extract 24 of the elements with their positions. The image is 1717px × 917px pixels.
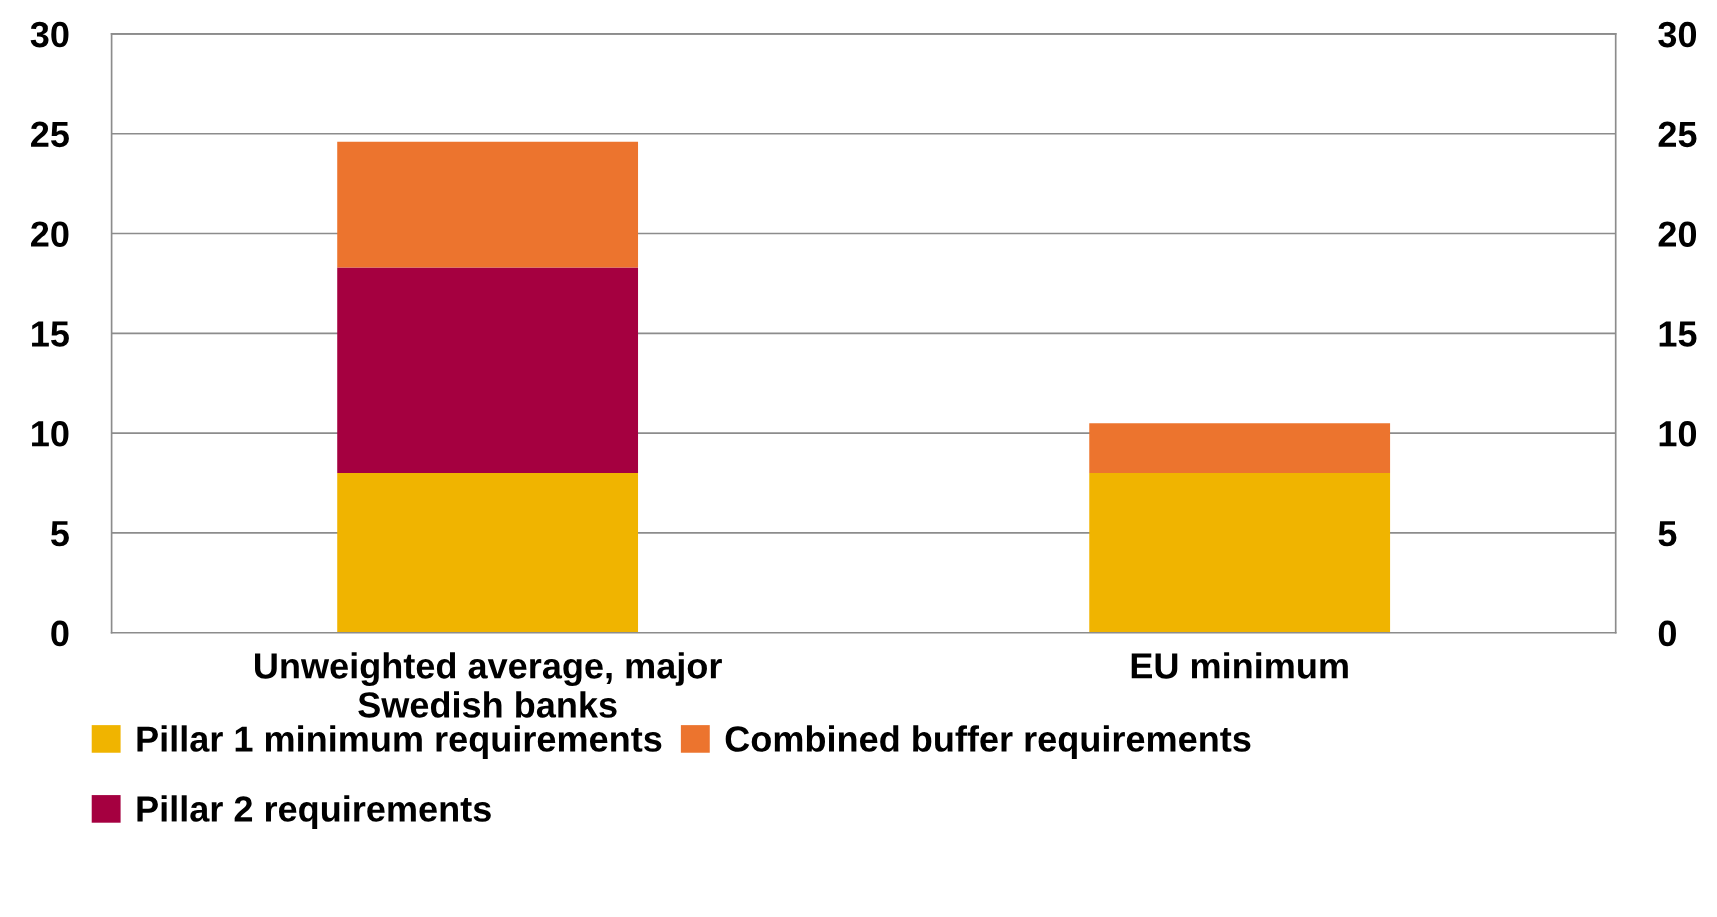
y2-tick-label: 5 <box>1658 521 1677 547</box>
legend-label: Pillar 1 minimum requirements <box>137 725 662 759</box>
y2-tick-label: 0 <box>1658 620 1676 647</box>
legend-label: Combined buffer requirements <box>725 725 1251 759</box>
bar <box>1089 423 1391 474</box>
y2-tick-label: 20 <box>1658 221 1697 247</box>
y-tick-label: 15 <box>32 321 69 347</box>
y2-tick-label: 30 <box>1658 21 1697 48</box>
y-tick-label: 20 <box>31 221 69 247</box>
y-tick-label: 5 <box>50 521 69 547</box>
bar <box>1089 473 1391 633</box>
y2-tick-label: 25 <box>1658 121 1697 148</box>
x-tick-label: EU minimum <box>1131 652 1348 679</box>
y-tick-label: 25 <box>31 121 69 148</box>
y-tick-label: 10 <box>32 421 69 447</box>
bar <box>337 473 639 633</box>
y-tick-label: 0 <box>51 620 69 647</box>
bar <box>337 267 639 474</box>
y2-tick-label: 15 <box>1659 321 1697 347</box>
bar <box>337 141 639 268</box>
legend-label: Pillar 2 requirements <box>137 795 491 829</box>
y2-tick-label: 10 <box>1659 421 1697 447</box>
y-tick-label: 30 <box>30 21 69 48</box>
x-tick-label: Unweighted average, major Swedish banks <box>255 652 722 718</box>
